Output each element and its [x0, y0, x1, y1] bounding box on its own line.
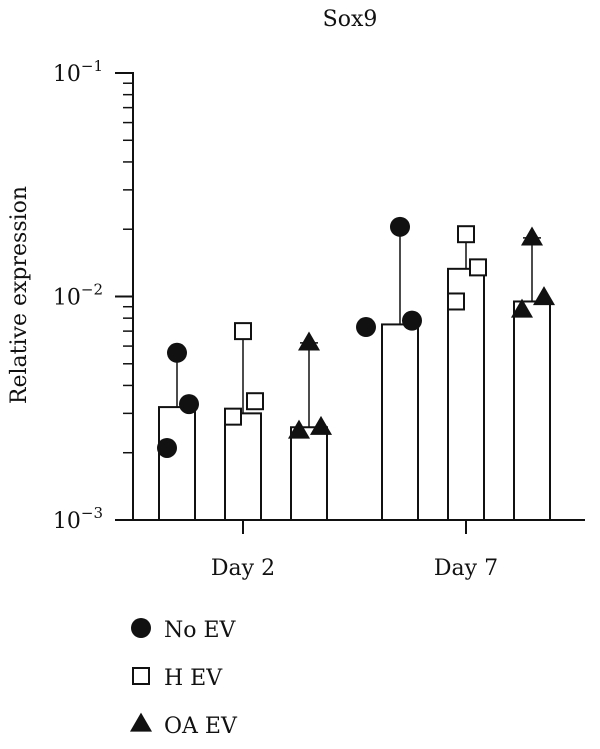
data-point — [356, 317, 376, 338]
y-axis-label: Relative expression — [7, 186, 32, 404]
error-bars-layer — [168, 226, 541, 428]
legend-label: OA EV — [164, 714, 238, 739]
data-point — [510, 298, 534, 318]
legend-label: H EV — [164, 666, 223, 691]
legend: No EV H EV OA EV — [129, 618, 238, 739]
data-point — [234, 322, 252, 341]
data-point — [287, 419, 311, 439]
legend-marker — [129, 712, 153, 732]
points-layer — [157, 216, 556, 458]
data-point — [469, 258, 487, 277]
data-point — [157, 437, 177, 458]
legend-label: No EV — [164, 618, 237, 643]
y-tick-label: 10−3 — [53, 504, 103, 534]
data-point — [224, 407, 242, 426]
data-point — [167, 342, 187, 363]
data-point — [402, 310, 422, 331]
data-point — [520, 226, 544, 246]
legend-marker — [131, 618, 151, 638]
data-point — [179, 394, 199, 415]
chart-title: Sox9 — [323, 7, 378, 32]
y-tick-label: 10−1 — [53, 57, 103, 87]
data-point — [309, 415, 333, 435]
axes: 10−1 10−2 10−3 Day 2 Day 7 — [53, 57, 585, 581]
data-point — [447, 292, 465, 311]
bar — [290, 426, 328, 521]
x-tick-label: Day 2 — [211, 556, 275, 581]
bar — [513, 300, 551, 521]
bar — [381, 323, 419, 521]
legend-marker — [132, 667, 150, 685]
data-point — [532, 286, 556, 306]
data-point — [246, 392, 264, 411]
bars-layer — [158, 267, 551, 521]
data-point — [297, 331, 321, 351]
data-point — [390, 216, 410, 237]
data-point — [457, 225, 475, 244]
y-tick-label: 10−2 — [53, 281, 103, 311]
x-tick-label: Day 7 — [434, 556, 498, 581]
bar — [158, 406, 196, 521]
bar — [224, 412, 262, 521]
